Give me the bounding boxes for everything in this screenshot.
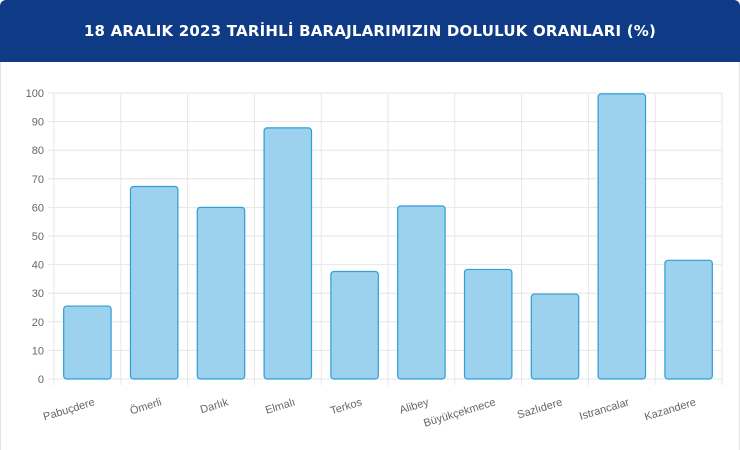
y-tick-label: 40	[32, 260, 44, 272]
chart-title: 18 ARALIK 2023 TARİHLİ BARAJLARIMIZIN DO…	[83, 22, 657, 40]
bar	[129, 185, 179, 380]
x-category-label: Kazandere	[643, 396, 697, 423]
x-category-label: Sazlıdere	[516, 396, 564, 421]
bar	[63, 305, 112, 380]
y-tick-label: 20	[32, 317, 44, 329]
x-category-label: Ömerli	[129, 396, 163, 417]
bar	[463, 268, 513, 380]
y-tick-label: 70	[32, 174, 44, 186]
x-category-label: Istrancalar	[578, 396, 631, 423]
y-tick-label: 0	[38, 374, 44, 386]
x-category-label: Elmalı	[264, 396, 297, 416]
y-tick-label: 100	[26, 88, 44, 100]
x-category-label: Darlık	[199, 396, 230, 416]
y-tick-label: 90	[32, 117, 44, 129]
x-category-label: Büyükçekmece	[422, 396, 497, 429]
x-category-label: Terkos	[329, 396, 364, 417]
y-tick-label: 60	[32, 202, 44, 214]
chart-header: 18 ARALIK 2023 TARİHLİ BARAJLARIMIZIN DO…	[0, 0, 740, 62]
bar	[597, 93, 647, 380]
bar	[664, 259, 713, 380]
y-tick-label: 50	[32, 231, 44, 243]
bar	[530, 293, 580, 380]
bar	[397, 205, 446, 380]
y-tick-label: 80	[32, 145, 44, 157]
bar	[330, 270, 379, 380]
y-tick-label: 10	[32, 345, 44, 357]
x-category-label: Alibey	[398, 396, 431, 416]
x-category-label: Pabuçdere	[42, 396, 96, 423]
bar	[196, 206, 246, 380]
y-tick-label: 30	[32, 288, 44, 300]
bar	[263, 127, 313, 380]
